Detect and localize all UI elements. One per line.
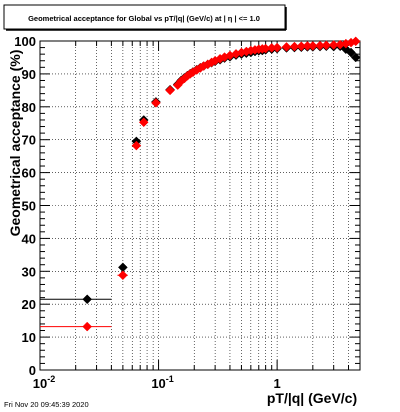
series-layer bbox=[82, 36, 361, 332]
y-tick-label: 50 bbox=[22, 199, 36, 214]
title-box bbox=[3, 4, 286, 30]
red-data-point bbox=[272, 42, 282, 53]
y-tick-label: 90 bbox=[22, 67, 36, 82]
y-tick-label: 40 bbox=[22, 231, 36, 246]
red-data-point bbox=[321, 40, 332, 51]
timestamp: Fri Nov 20 09:45:39 2020 bbox=[4, 400, 89, 409]
red-data-point bbox=[131, 140, 142, 151]
red-data-point bbox=[281, 42, 292, 52]
y-tick-label: 20 bbox=[22, 297, 36, 312]
red-data-point bbox=[165, 85, 175, 96]
red-data-point bbox=[151, 97, 161, 108]
red-data-point bbox=[289, 41, 300, 52]
y-tick-label: 0 bbox=[29, 363, 36, 378]
y-tick-label: 70 bbox=[22, 133, 36, 148]
x-tick-label: 1 bbox=[274, 376, 281, 391]
x-tick-label: 10-1 bbox=[151, 374, 173, 391]
chart-title: Geometrical acceptance for Global vs pT/… bbox=[28, 14, 260, 23]
y-tick-label: 60 bbox=[22, 166, 36, 181]
red-data-point bbox=[307, 41, 318, 51]
black-data-point bbox=[82, 294, 93, 305]
red-data-point bbox=[350, 36, 361, 47]
black-data-point bbox=[350, 52, 361, 63]
black-data-point bbox=[346, 47, 356, 58]
tick-labels: 0 10 20 30 40 50 60 70 80 90 100 10-2 10-1 1 bbox=[14, 34, 280, 391]
red-data-point bbox=[82, 321, 93, 332]
y-tick-label: 100 bbox=[14, 34, 36, 49]
y-tick-label: 10 bbox=[22, 330, 36, 345]
y-axis-title: Geometrical acceptance (%) bbox=[7, 50, 23, 237]
ticks-layer bbox=[39, 40, 361, 371]
red-data-point bbox=[138, 117, 149, 128]
error-bars bbox=[40, 274, 128, 328]
y-tick-label: 80 bbox=[22, 100, 36, 115]
grid-layer bbox=[40, 41, 360, 370]
red-data-point bbox=[118, 270, 128, 281]
y-tick-label: 30 bbox=[22, 264, 36, 279]
x-axis-title: pT/|q| (GeV/c) bbox=[267, 390, 357, 406]
x-tick-label: 10-2 bbox=[33, 374, 55, 391]
